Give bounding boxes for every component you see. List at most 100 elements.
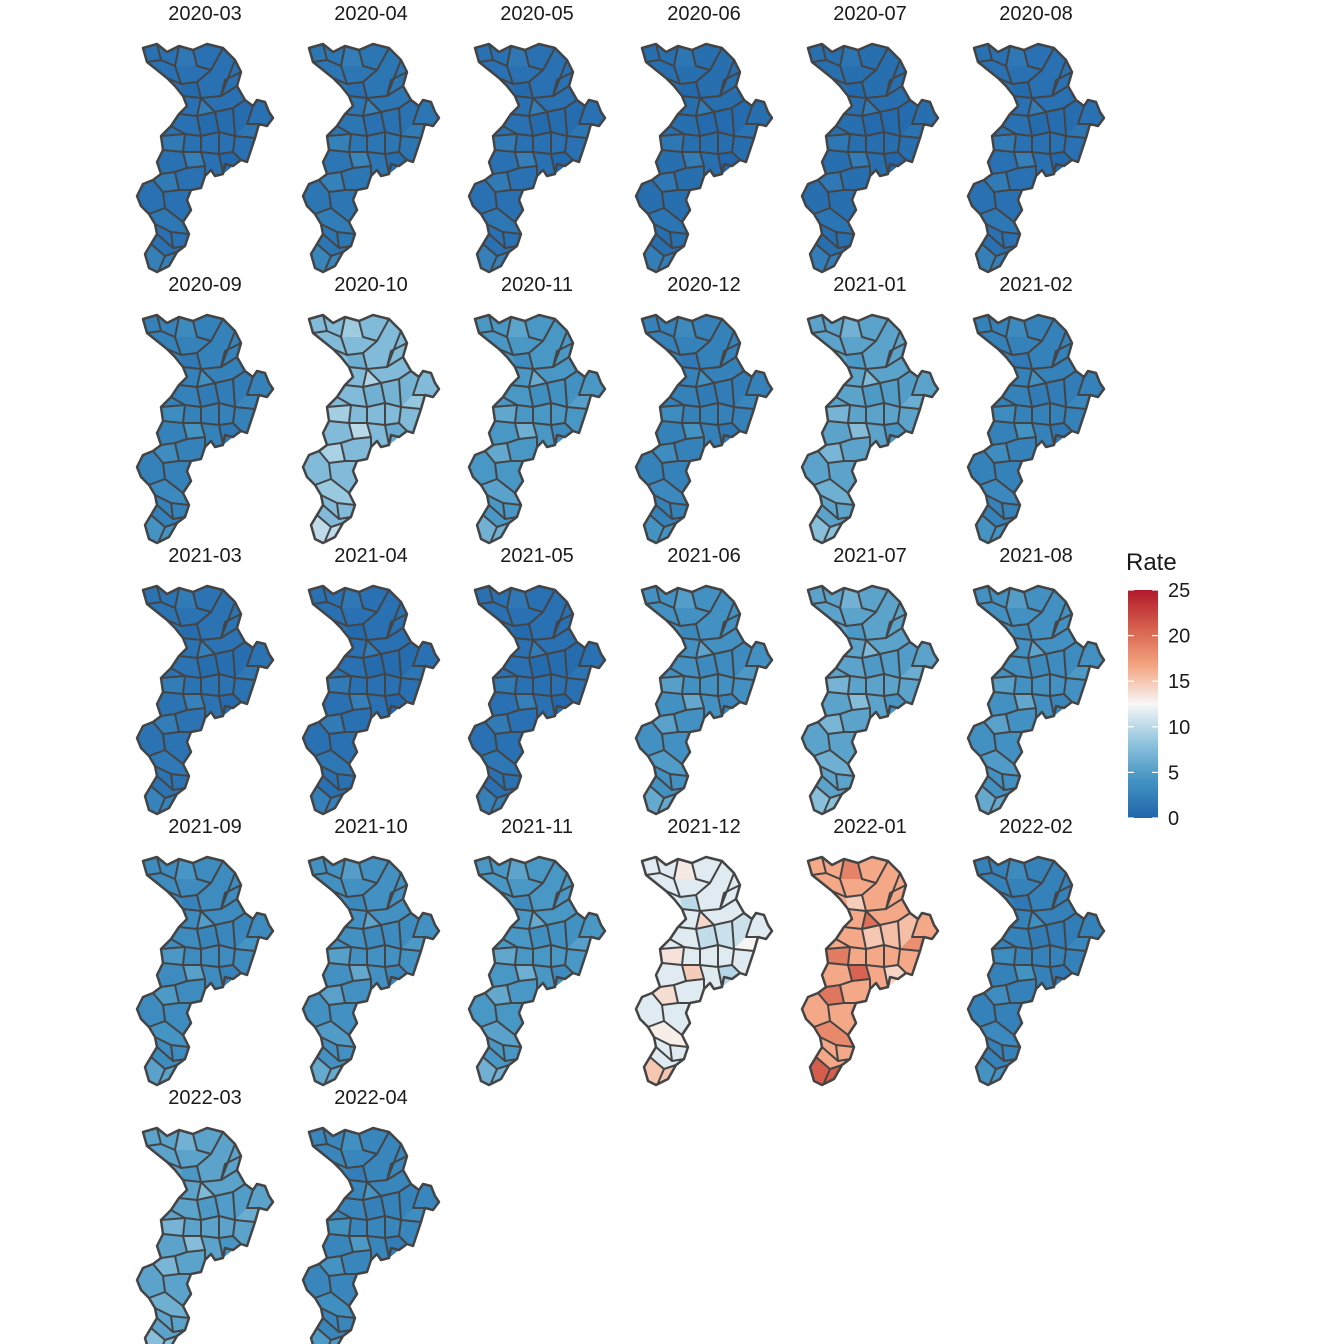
subregion — [696, 911, 714, 929]
subregion-border — [1005, 878, 1043, 898]
subregion-border — [340, 65, 378, 85]
subregion — [341, 859, 363, 879]
subregion — [529, 911, 547, 929]
subregion — [848, 423, 870, 439]
subregion-border — [412, 1189, 425, 1209]
subregion-border — [200, 97, 246, 113]
subregion-border — [1049, 424, 1055, 446]
subregion-border — [843, 95, 867, 117]
subregion-border — [386, 898, 404, 910]
subregion — [840, 46, 862, 66]
legend-tick-label: 5 — [1168, 762, 1179, 784]
region-map — [966, 42, 1106, 274]
subregion — [149, 1292, 189, 1318]
region-map — [800, 42, 940, 274]
panel-title: 2020-06 — [667, 3, 740, 25]
subregion-border — [220, 1155, 242, 1181]
subregion-border — [1077, 376, 1090, 396]
subregion-border — [314, 1291, 332, 1299]
subregion-border — [699, 368, 745, 384]
subregion — [826, 405, 850, 423]
subregion — [1028, 98, 1046, 116]
map-panel: 2021-03 — [135, 545, 275, 816]
subregion-border — [655, 504, 673, 520]
panel-title: 2021-04 — [334, 545, 407, 567]
subregion-border — [1063, 964, 1073, 974]
subregion-border — [843, 908, 867, 930]
subregion — [235, 395, 259, 409]
subregion-border — [659, 675, 685, 695]
region-map — [301, 313, 441, 545]
subregion-border — [156, 314, 180, 338]
subregion-border — [492, 675, 518, 695]
subregion-border — [488, 1046, 506, 1062]
subregion — [197, 911, 215, 929]
subregion — [814, 750, 854, 776]
legend-ticks: 0 5 10 15 20 25 — [1128, 580, 1190, 830]
subregion-border — [655, 314, 679, 338]
region-outline — [301, 584, 441, 816]
subregion-border — [344, 95, 368, 117]
subregion-border — [514, 693, 538, 711]
subregion-border — [322, 775, 340, 791]
subregion-border — [488, 314, 512, 338]
subregion-border — [977, 330, 993, 334]
map-panel: 2020-06 — [634, 3, 774, 274]
subregion-border — [148, 1020, 166, 1028]
subregion — [1012, 353, 1032, 369]
subregion-border — [655, 585, 679, 609]
subregion — [1014, 423, 1036, 439]
region-map — [467, 584, 607, 816]
subregion-border — [977, 601, 993, 605]
subregion-border — [398, 693, 408, 703]
subregion-border — [1051, 884, 1073, 910]
subregion-border — [657, 255, 665, 271]
subregion-border — [386, 356, 404, 368]
subregion-border — [160, 1217, 186, 1237]
subregion-border — [989, 1068, 997, 1084]
subregion-border — [178, 366, 202, 388]
subregion-border — [326, 946, 352, 966]
region-map — [634, 313, 774, 545]
subregion — [235, 937, 259, 951]
subregion — [529, 640, 547, 658]
subregion-border — [1051, 627, 1069, 639]
subregion — [1028, 654, 1050, 678]
subregion-border — [234, 677, 256, 681]
subregion-border — [326, 675, 352, 695]
subregion-border — [312, 59, 328, 63]
subregion-border — [524, 47, 556, 71]
subregion-border — [158, 255, 166, 271]
subregion-border — [156, 1127, 180, 1151]
subregion-border — [398, 422, 408, 432]
subregion-border — [883, 695, 889, 717]
subregion — [363, 654, 385, 678]
region-fill — [303, 857, 439, 1085]
subregion-border — [823, 797, 831, 813]
subregion — [363, 1182, 381, 1200]
panel-title: 2020-11 — [501, 274, 573, 296]
subregion-border — [979, 207, 997, 215]
subregion — [529, 98, 547, 116]
map-panel: 2020-10 — [301, 274, 441, 545]
region-map — [135, 855, 275, 1087]
subregion-border — [1023, 47, 1055, 71]
subregion-border — [699, 97, 745, 113]
subregion-border — [384, 695, 390, 717]
subregion-border — [200, 639, 246, 655]
subregion — [900, 937, 924, 951]
subregion-border — [324, 1068, 332, 1084]
subregion — [567, 395, 591, 409]
subregion — [401, 666, 425, 680]
subregion — [1014, 965, 1036, 981]
subregion — [183, 965, 205, 981]
subregion — [992, 947, 1016, 965]
subregion — [1012, 895, 1032, 911]
subregion — [696, 925, 718, 949]
subregion — [197, 640, 215, 658]
subregion-border — [158, 526, 166, 542]
subregion — [840, 588, 862, 608]
subregion-border — [490, 526, 498, 542]
subregion-border — [991, 404, 1017, 424]
subregion — [682, 423, 704, 439]
